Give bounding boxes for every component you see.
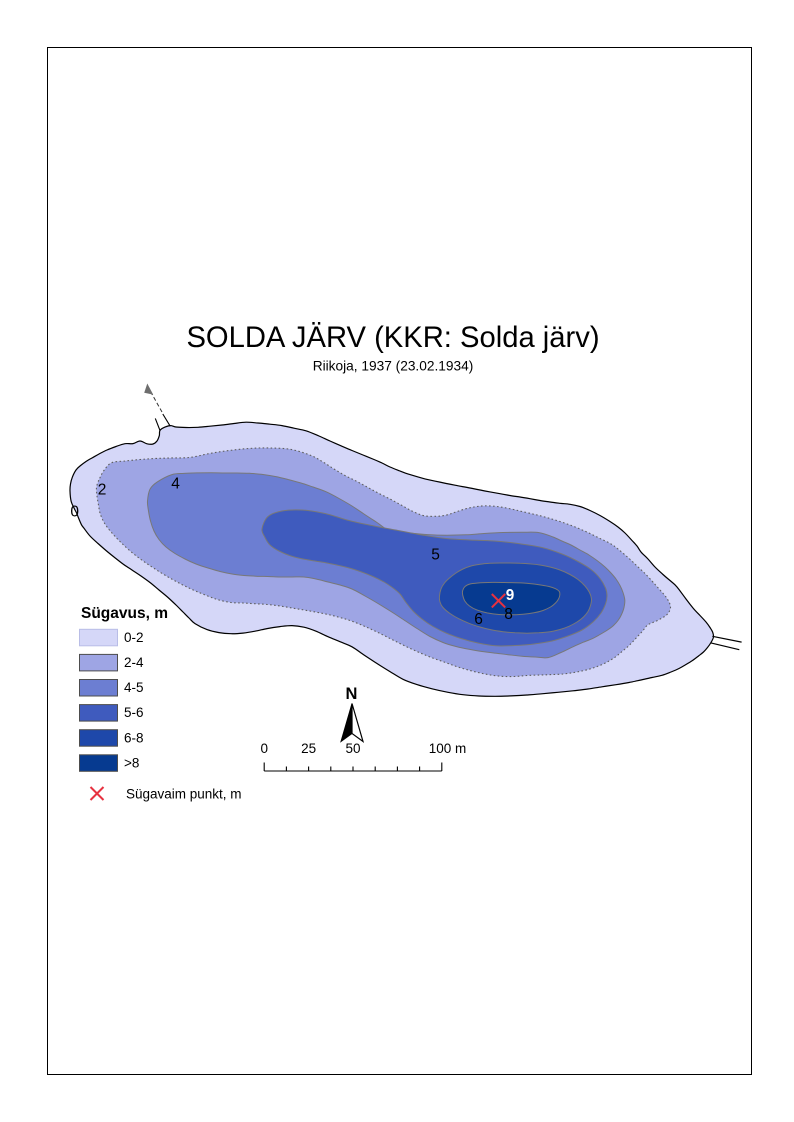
- svg-text:5: 5: [431, 547, 440, 564]
- svg-text:0: 0: [260, 741, 268, 756]
- svg-text:Sügavus, m: Sügavus, m: [81, 605, 168, 622]
- svg-text:100 m: 100 m: [429, 741, 467, 756]
- svg-text:8: 8: [504, 606, 513, 623]
- svg-text:6-8: 6-8: [124, 730, 144, 745]
- svg-text:0-2: 0-2: [124, 630, 144, 645]
- svg-text:50: 50: [345, 741, 360, 756]
- svg-text:25: 25: [301, 741, 316, 756]
- svg-text:4: 4: [171, 475, 180, 492]
- svg-text:SOLDA JÄRV (KKR: Solda järv): SOLDA JÄRV (KKR: Solda järv): [186, 322, 599, 354]
- svg-text:2-4: 2-4: [124, 655, 144, 670]
- svg-text:Riikoja, 1937 (23.02.1934): Riikoja, 1937 (23.02.1934): [313, 359, 474, 374]
- svg-text:6: 6: [474, 611, 483, 628]
- svg-text:>8: >8: [124, 755, 139, 770]
- svg-text:N: N: [346, 685, 358, 703]
- svg-text:2: 2: [98, 482, 107, 499]
- svg-text:4-5: 4-5: [124, 680, 144, 695]
- svg-text:9: 9: [506, 587, 515, 604]
- svg-text:Sügavaim punkt, m: Sügavaim punkt, m: [126, 787, 242, 802]
- svg-text:5-6: 5-6: [124, 705, 144, 720]
- svg-text:0: 0: [70, 504, 79, 521]
